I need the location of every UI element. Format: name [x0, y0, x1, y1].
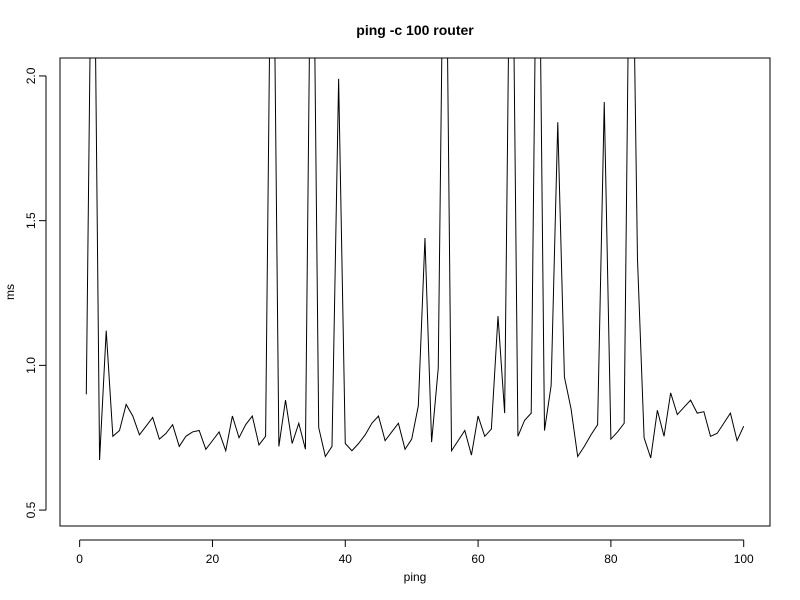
y-axis-label: ms	[3, 284, 17, 300]
x-tick-label: 100	[734, 552, 754, 566]
x-tick-label: 60	[471, 552, 485, 566]
x-axis-label: ping	[404, 570, 427, 584]
plot-box	[59, 57, 771, 527]
data-line	[85, 58, 745, 461]
y-tick-label: 1.5	[24, 212, 38, 229]
y-tick-label: 1.0	[24, 357, 38, 374]
x-tick-label: 80	[604, 552, 618, 566]
x-tick-label: 0	[76, 552, 83, 566]
x-tick-label: 20	[206, 552, 220, 566]
x-tick-label: 40	[339, 552, 353, 566]
chart-title: ping -c 100 router	[356, 22, 474, 38]
y-tick-label: 2.0	[24, 67, 38, 84]
y-tick-label: 0.5	[24, 501, 38, 518]
